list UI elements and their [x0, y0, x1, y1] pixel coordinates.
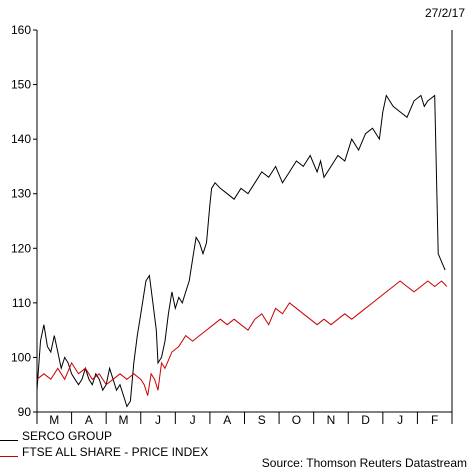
legend-swatch-ftse [0, 455, 18, 457]
x-tick-label-2: M [118, 413, 128, 427]
x-tick-label-5: A [223, 413, 231, 427]
y-axis: 90 100 110 120 130 140 150 160 [11, 23, 453, 419]
legend-swatch-serco [0, 439, 18, 441]
x-tick-label-1: A [85, 413, 93, 427]
source-note: Source: Thomson Reuters Datastream [261, 456, 467, 470]
y-tick-label-110: 110 [12, 296, 31, 310]
x-tick-label-4: J [190, 413, 196, 427]
legend-label-serco: SERCO GROUP [22, 429, 113, 443]
legend-item-serco: SERCO GROUP [0, 428, 208, 444]
x-tick-label-0: M [49, 413, 59, 427]
x-tick-label-9: D [361, 413, 370, 427]
y-tick-label-90: 90 [18, 405, 32, 419]
x-tick-label-6: S [258, 413, 266, 427]
legend: SERCO GROUP FTSE ALL SHARE - PRICE INDEX [0, 428, 208, 460]
date-label: 27/2/17 [424, 6, 465, 20]
line-chart: 90 100 110 120 130 140 150 160 M A M J J A S O N D J F [11, 23, 453, 427]
y-tick-label-140: 140 [11, 132, 31, 146]
legend-item-ftse: FTSE ALL SHARE - PRICE INDEX [0, 444, 208, 460]
y-tick-label-130: 130 [11, 187, 31, 201]
x-tick-label-7: O [292, 413, 301, 427]
x-tick-label-10: J [397, 413, 403, 427]
x-tick-label-8: N [327, 413, 336, 427]
legend-label-ftse: FTSE ALL SHARE - PRICE INDEX [22, 445, 209, 459]
y-tick-label-100: 100 [11, 350, 31, 364]
y-tick-label-150: 150 [11, 78, 31, 92]
y-tick-label-160: 160 [11, 23, 31, 37]
series-layer [36, 94, 448, 408]
y-tick-label-120: 120 [11, 241, 31, 255]
x-tick-label-3: J [155, 413, 161, 427]
series-line-1 [36, 280, 448, 396]
x-tick-label-11: F [431, 413, 438, 427]
series-line-0 [36, 94, 446, 408]
